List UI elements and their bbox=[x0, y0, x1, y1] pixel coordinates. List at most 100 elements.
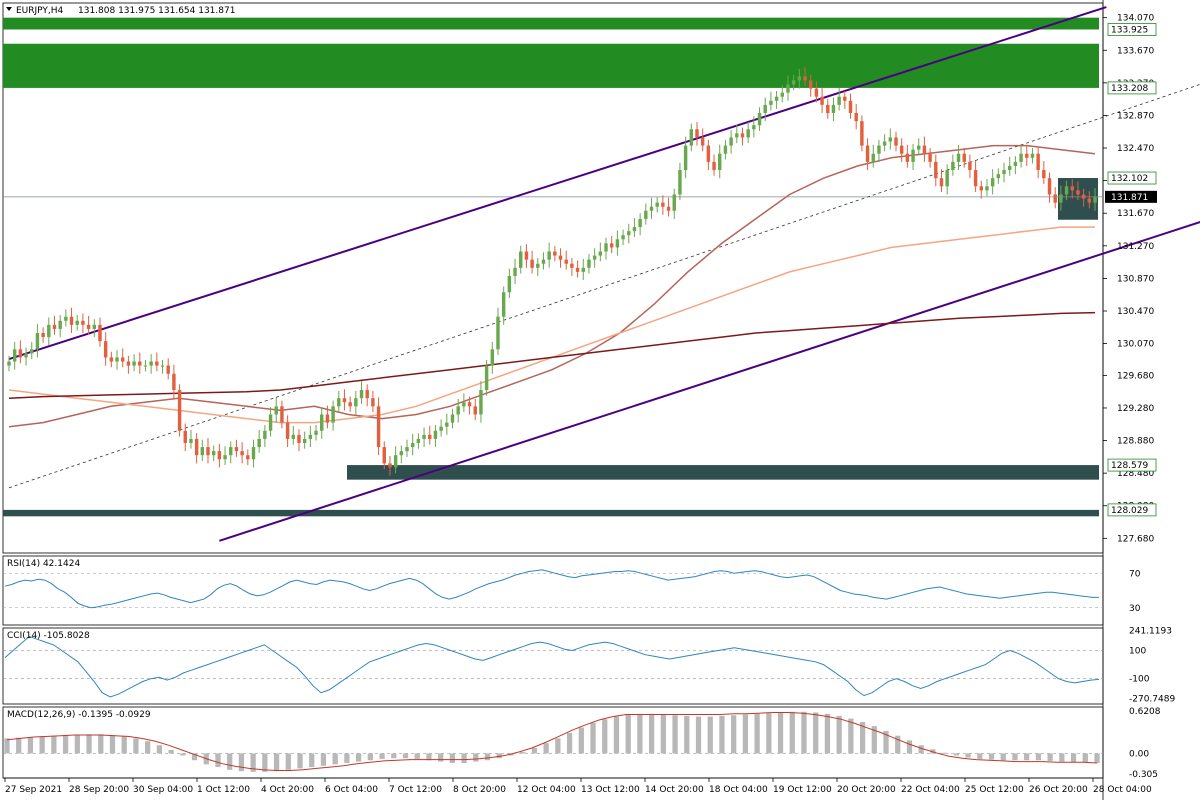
candle-body bbox=[24, 353, 28, 358]
candle bbox=[58, 315, 62, 338]
candle-body bbox=[541, 259, 546, 264]
macd-histogram-bar bbox=[344, 753, 350, 763]
candle bbox=[376, 397, 381, 456]
candle bbox=[1064, 180, 1069, 201]
candle-body bbox=[877, 145, 881, 154]
candle bbox=[1093, 187, 1097, 211]
candle bbox=[52, 315, 57, 335]
candle bbox=[189, 429, 193, 449]
macd-histogram-bar bbox=[1012, 753, 1018, 761]
candle-body bbox=[1013, 161, 1018, 166]
candle bbox=[1013, 156, 1018, 175]
candle bbox=[337, 390, 341, 413]
candle-body bbox=[445, 422, 449, 427]
macd-tick-label: -0.305 bbox=[1129, 770, 1158, 780]
rsi-tick-label: 30 bbox=[1129, 604, 1141, 614]
candle-body bbox=[160, 365, 165, 367]
candle bbox=[786, 75, 790, 101]
macd-histogram-bar bbox=[1035, 753, 1042, 761]
candle bbox=[689, 123, 694, 152]
macd-histogram-bar bbox=[1070, 753, 1077, 763]
macd-histogram-bar bbox=[1094, 753, 1100, 763]
candle bbox=[200, 439, 205, 461]
time-tick-label: 30 Sep 04:00 bbox=[133, 785, 193, 795]
candle bbox=[865, 138, 870, 171]
macd-histogram-bar bbox=[133, 738, 139, 754]
menu-triangle-icon[interactable] bbox=[6, 7, 12, 11]
candle bbox=[581, 258, 585, 281]
candle-body bbox=[700, 137, 705, 146]
zone-label: 132.102 bbox=[1111, 174, 1148, 184]
candle bbox=[115, 350, 119, 370]
macd-histogram-bar bbox=[625, 714, 631, 754]
candle bbox=[41, 327, 45, 343]
candle-body bbox=[1019, 153, 1023, 162]
candle-body bbox=[780, 92, 784, 97]
candle bbox=[774, 91, 779, 109]
candle-body bbox=[177, 390, 182, 431]
candle-body bbox=[786, 84, 790, 93]
rsi-title: RSI(14) 42.1424 bbox=[7, 559, 80, 569]
macd-histogram-bar bbox=[813, 712, 819, 754]
macd-histogram-bar bbox=[977, 753, 983, 759]
candle bbox=[240, 442, 244, 464]
candle bbox=[621, 229, 625, 245]
time-tick-label: 19 Oct 12:00 bbox=[773, 785, 832, 795]
candle-body bbox=[661, 202, 665, 207]
candle-body bbox=[678, 170, 682, 195]
price-tick-label: 131.670 bbox=[1117, 209, 1154, 219]
candle bbox=[109, 351, 114, 368]
candle bbox=[604, 237, 608, 260]
candle-body bbox=[501, 292, 506, 317]
candle bbox=[666, 197, 671, 217]
candle bbox=[81, 313, 85, 333]
macd-histogram-bar bbox=[731, 715, 737, 754]
candle bbox=[928, 148, 932, 168]
macd-histogram-bar bbox=[895, 735, 901, 754]
candle bbox=[217, 443, 222, 468]
channel-line-1 bbox=[8, 6, 1107, 361]
candle-body bbox=[229, 447, 233, 456]
candle bbox=[428, 425, 432, 445]
candle-body bbox=[547, 251, 551, 260]
candle bbox=[837, 87, 841, 111]
candle-body bbox=[280, 406, 284, 423]
channel-line-3 bbox=[8, 83, 1200, 489]
candle-body bbox=[507, 275, 512, 293]
candle bbox=[246, 449, 250, 465]
candle-body bbox=[371, 398, 375, 407]
candle bbox=[64, 309, 68, 327]
candle bbox=[905, 144, 910, 168]
candle bbox=[439, 419, 443, 437]
candle bbox=[609, 236, 614, 254]
candle-body bbox=[194, 438, 199, 456]
candle bbox=[223, 446, 227, 465]
candle-body bbox=[490, 349, 495, 366]
macd-histogram-bar bbox=[848, 718, 854, 754]
candle-body bbox=[331, 406, 335, 423]
candle-body bbox=[519, 251, 523, 268]
candle bbox=[325, 405, 330, 429]
candle bbox=[75, 315, 79, 331]
macd-histogram-bar bbox=[262, 753, 268, 772]
candle-body bbox=[917, 145, 921, 150]
price-tick-label: 129.680 bbox=[1117, 371, 1154, 381]
candle bbox=[985, 179, 989, 197]
candle-body bbox=[609, 243, 614, 248]
zone-128-029 bbox=[3, 509, 1099, 517]
candle-body bbox=[695, 129, 699, 138]
candle-body bbox=[41, 333, 45, 338]
zone-label: 128.579 bbox=[1111, 461, 1148, 471]
candle-body bbox=[530, 259, 534, 268]
candle-body bbox=[996, 174, 1001, 179]
candle-body bbox=[723, 145, 728, 154]
candle-body bbox=[524, 251, 529, 260]
candle-body bbox=[143, 365, 148, 367]
candle-body bbox=[575, 267, 580, 272]
candle bbox=[746, 121, 750, 144]
candle bbox=[496, 307, 500, 355]
candle bbox=[422, 427, 426, 448]
zone-128-579 bbox=[347, 465, 1099, 480]
macd-histogram-bar bbox=[285, 753, 291, 770]
